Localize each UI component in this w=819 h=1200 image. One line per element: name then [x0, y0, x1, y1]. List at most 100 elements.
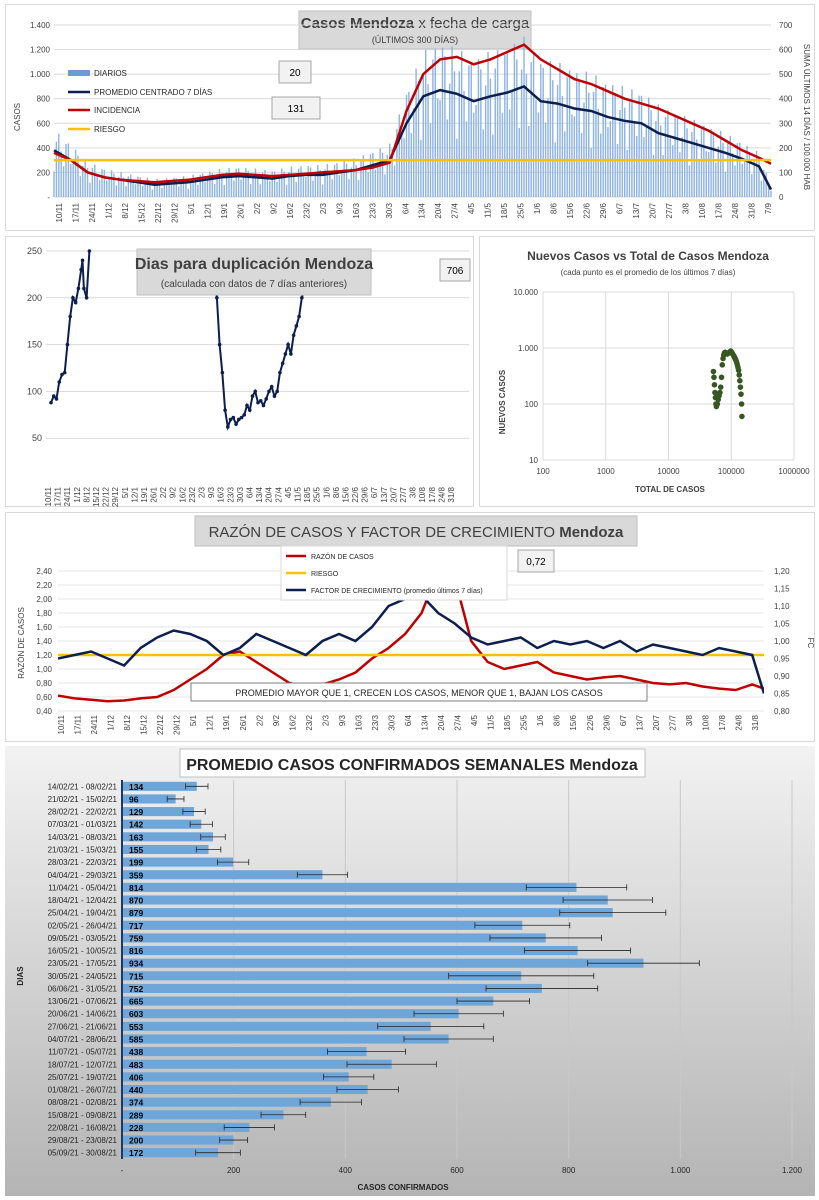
bar-diario — [612, 85, 614, 197]
bar-diario — [492, 134, 494, 197]
bar-diario — [626, 149, 628, 197]
scatter-point — [719, 362, 726, 368]
x-tick-label: 24/11 — [88, 202, 97, 222]
x-tick-label: 29/6 — [361, 486, 370, 502]
bar-diario — [151, 189, 154, 197]
x-tick-label: 11/5 — [487, 714, 496, 730]
bar-diario — [218, 169, 221, 197]
x-tick-label: - — [121, 1166, 124, 1175]
data-label: 585 — [129, 1034, 143, 1044]
category-label: 28/03/21 - 22/03/21 — [48, 858, 118, 867]
bar-diario — [386, 155, 389, 197]
series-line-segment-0 — [50, 250, 91, 403]
scatter-point — [737, 377, 743, 384]
x-tick-label: 17/8 — [718, 714, 727, 730]
bar-diario — [448, 83, 451, 197]
y-tick-label: 2,20 — [36, 581, 52, 590]
data-point — [87, 249, 92, 253]
bar-diario — [631, 89, 633, 197]
x-tick-label: 13/4 — [255, 486, 264, 502]
x-tick-label: 30/3 — [385, 202, 394, 218]
x-tick-label: 15/6 — [569, 714, 578, 730]
scatter-point — [717, 389, 723, 396]
data-point — [291, 333, 296, 338]
bar-diario — [528, 126, 530, 197]
category-label: 18/07/21 - 12/07/21 — [48, 1060, 118, 1069]
bar-diario — [635, 136, 638, 197]
bar-diario — [142, 185, 144, 197]
data-point — [217, 342, 222, 347]
y-tick-label-right: 1,00 — [774, 637, 790, 646]
x-tick-label: 26/1 — [150, 486, 159, 502]
y-tick-label: 2,00 — [36, 595, 52, 604]
x-tick-label: 3/8 — [682, 202, 691, 214]
bar-diario — [525, 73, 528, 197]
x-tick-label: 6/7 — [370, 486, 379, 498]
scatter-point — [718, 374, 725, 381]
bar-diario — [374, 169, 377, 197]
bar-diario — [82, 165, 84, 197]
bar-diario — [688, 165, 691, 197]
y-axis-label: NUEVOS CASOS — [498, 369, 507, 434]
x-tick-label: 200 — [227, 1166, 241, 1175]
legend-swatch-diarios — [68, 70, 90, 76]
category-label: 18/04/21 - 12/04/21 — [48, 896, 118, 905]
bar-diario — [369, 154, 372, 197]
bar-diario — [506, 53, 508, 198]
bar-diario — [576, 73, 578, 197]
bar-diario — [657, 104, 660, 197]
y-tick-label: 1.000 — [518, 344, 539, 353]
x-tick-label: 11/5 — [293, 486, 302, 502]
bar-diario — [446, 119, 448, 197]
y-tick-label: 0,60 — [36, 693, 52, 702]
bar-diario — [650, 110, 652, 197]
bar-diario — [679, 152, 681, 197]
bar — [122, 1021, 431, 1031]
bar — [122, 996, 494, 1006]
bar-diario — [530, 62, 532, 197]
bar-diario — [72, 163, 74, 197]
bar-diario — [748, 151, 751, 197]
x-tick-label: 8/12 — [123, 714, 132, 730]
bar-diario — [338, 175, 341, 197]
bar-diario — [367, 172, 369, 197]
bar-diario — [624, 107, 626, 197]
bar-diario — [168, 184, 170, 197]
bar — [122, 1009, 459, 1019]
bar-diario — [523, 36, 525, 198]
value-box-incidencia — [271, 96, 321, 120]
bar-diario — [295, 181, 297, 197]
x-tick-label: 19/1 — [222, 714, 231, 730]
bar — [122, 844, 209, 855]
bar-diario — [520, 69, 523, 197]
data-point — [62, 370, 67, 375]
bar — [122, 971, 522, 981]
y-tick-label: 1,60 — [36, 623, 52, 632]
bar — [122, 882, 577, 892]
x-tick-label: 22/12 — [156, 714, 165, 735]
y-tick-label-right: 0,80 — [774, 707, 790, 716]
data-point — [283, 352, 288, 356]
bar-diario — [667, 110, 669, 197]
x-tick-label: 23/3 — [226, 486, 235, 502]
y-tick-label: 50 — [32, 433, 42, 443]
bar-diario — [743, 161, 746, 197]
category-label: 13/06/21 - 07/06/21 — [48, 997, 118, 1006]
y-tick-label: 100 — [525, 400, 539, 409]
x-tick-label: 12/1 — [203, 202, 212, 218]
bar-diario — [758, 161, 760, 197]
x-tick-label: 31/8 — [447, 486, 456, 502]
panel-razon-factor: 0,40 0,60 0,80 1,00 1,20 1,40 1,60 1,80 2,00 2,20… — [5, 512, 815, 742]
x-tick-label: 27/4 — [454, 714, 463, 730]
x-tick-label: 1/6 — [322, 486, 331, 498]
bar-diario — [590, 148, 592, 197]
x-tick-label: 23/3 — [368, 202, 377, 218]
category-label: 02/05/21 - 26/04/21 — [48, 921, 118, 930]
legend-label-razon: RAZÓN DE CASOS — [311, 552, 374, 561]
legend-label-riesgo: RIESGO — [311, 571, 339, 578]
x-tick-label: 9/2 — [272, 714, 281, 726]
bar-diario — [559, 62, 561, 198]
data-point — [275, 389, 279, 394]
bar-diario — [60, 151, 62, 197]
bar-diario — [542, 67, 544, 197]
